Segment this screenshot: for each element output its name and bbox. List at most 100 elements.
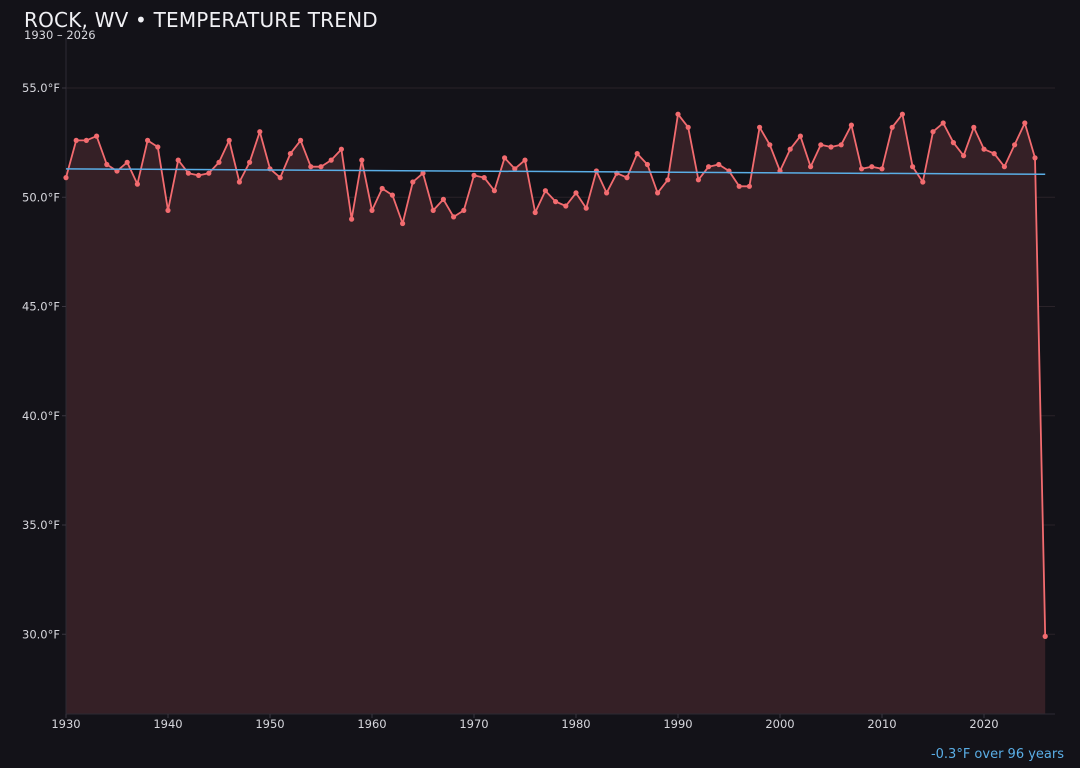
data-point bbox=[277, 175, 283, 181]
data-point bbox=[196, 172, 202, 178]
data-point bbox=[124, 159, 130, 165]
data-point bbox=[787, 146, 793, 152]
data-point bbox=[716, 161, 722, 168]
x-tick-label: 2000 bbox=[765, 717, 794, 731]
data-point bbox=[1032, 155, 1038, 161]
data-point bbox=[522, 157, 528, 163]
data-point bbox=[328, 157, 334, 163]
data-point bbox=[950, 140, 957, 146]
data-point bbox=[828, 144, 834, 150]
data-point bbox=[859, 166, 865, 172]
data-point bbox=[797, 133, 804, 139]
data-point bbox=[236, 179, 242, 185]
data-point bbox=[247, 159, 253, 165]
data-point bbox=[359, 157, 365, 163]
y-tick-label: 45.0°F bbox=[22, 300, 60, 314]
data-point bbox=[573, 190, 579, 196]
x-tick-label: 1950 bbox=[255, 717, 284, 731]
data-point bbox=[440, 196, 446, 202]
trend-line bbox=[65, 168, 1046, 176]
data-point bbox=[920, 179, 926, 185]
data-point bbox=[308, 164, 314, 170]
data-point bbox=[318, 164, 324, 170]
data-point bbox=[63, 175, 69, 181]
data-point bbox=[1012, 142, 1018, 148]
x-axis: 1930 1940 1950 1960 1970 1980 1990 2000 2010 2020 bbox=[51, 714, 999, 731]
data-point bbox=[502, 155, 508, 161]
y-tick-label: 40.0°F bbox=[22, 409, 60, 423]
data-point bbox=[471, 172, 477, 178]
data-point bbox=[685, 124, 691, 130]
data-point bbox=[563, 203, 569, 209]
data-point bbox=[961, 153, 967, 159]
data-point bbox=[1001, 164, 1008, 170]
x-tick-label: 1990 bbox=[663, 717, 692, 731]
data-point bbox=[206, 170, 212, 176]
data-point bbox=[155, 144, 161, 150]
data-point bbox=[389, 192, 395, 198]
x-tick-label: 1930 bbox=[51, 717, 80, 731]
data-point bbox=[165, 207, 171, 213]
data-point bbox=[451, 214, 457, 220]
data-point bbox=[1042, 633, 1048, 640]
data-point bbox=[665, 177, 671, 183]
data-point bbox=[746, 183, 753, 189]
x-tick-label: 1980 bbox=[561, 717, 590, 731]
x-tick-label: 2020 bbox=[969, 717, 998, 731]
data-point bbox=[400, 220, 406, 227]
y-tick-label: 30.0°F bbox=[22, 627, 60, 641]
y-tick-label: 55.0°F bbox=[22, 81, 60, 95]
data-point bbox=[869, 164, 875, 170]
chart-title: ROCK, WV • TEMPERATURE TREND bbox=[24, 8, 378, 32]
data-point bbox=[634, 151, 640, 157]
data-point bbox=[838, 142, 844, 148]
data-point bbox=[298, 137, 304, 143]
data-point bbox=[94, 133, 100, 139]
data-point bbox=[889, 124, 895, 130]
data-point bbox=[695, 177, 702, 183]
data-point bbox=[736, 183, 742, 189]
data-point bbox=[553, 199, 559, 205]
data-point bbox=[83, 137, 89, 143]
data-point bbox=[145, 137, 151, 143]
data-point bbox=[410, 179, 416, 185]
data-point bbox=[981, 146, 987, 152]
data-point bbox=[879, 166, 885, 172]
data-point bbox=[185, 170, 191, 176]
data-point bbox=[940, 120, 946, 126]
data-point bbox=[369, 207, 375, 213]
temperature-area-fill bbox=[66, 114, 1046, 714]
x-tick-label: 1960 bbox=[357, 717, 386, 731]
data-point bbox=[655, 190, 661, 196]
data-point bbox=[767, 142, 773, 148]
data-point bbox=[644, 161, 651, 168]
data-point bbox=[971, 124, 977, 130]
data-point bbox=[624, 175, 630, 181]
data-point bbox=[930, 129, 936, 135]
data-point bbox=[338, 146, 344, 152]
chart-subtitle: 1930 – 2026 bbox=[24, 28, 96, 42]
data-point bbox=[216, 159, 222, 165]
data-point bbox=[226, 137, 232, 143]
data-point bbox=[73, 137, 79, 143]
data-point bbox=[910, 164, 916, 170]
data-point bbox=[593, 168, 600, 174]
data-point bbox=[287, 151, 293, 157]
data-point bbox=[481, 175, 487, 181]
data-point bbox=[604, 190, 610, 196]
data-point bbox=[104, 161, 110, 168]
data-point bbox=[675, 111, 681, 117]
data-point bbox=[899, 111, 906, 117]
data-point bbox=[1022, 120, 1028, 126]
data-point bbox=[420, 170, 426, 176]
data-point bbox=[379, 185, 385, 192]
data-point bbox=[757, 124, 763, 130]
data-point bbox=[706, 164, 712, 170]
y-axis: 30.0°F 35.0°F 40.0°F 45.0°F 50.0°F 55.0°F bbox=[22, 81, 66, 641]
data-point bbox=[848, 122, 855, 128]
y-tick-label: 50.0°F bbox=[22, 190, 60, 204]
data-point bbox=[532, 209, 538, 216]
y-tick-label: 35.0°F bbox=[22, 518, 60, 532]
data-point bbox=[430, 207, 436, 213]
data-point bbox=[818, 142, 824, 148]
